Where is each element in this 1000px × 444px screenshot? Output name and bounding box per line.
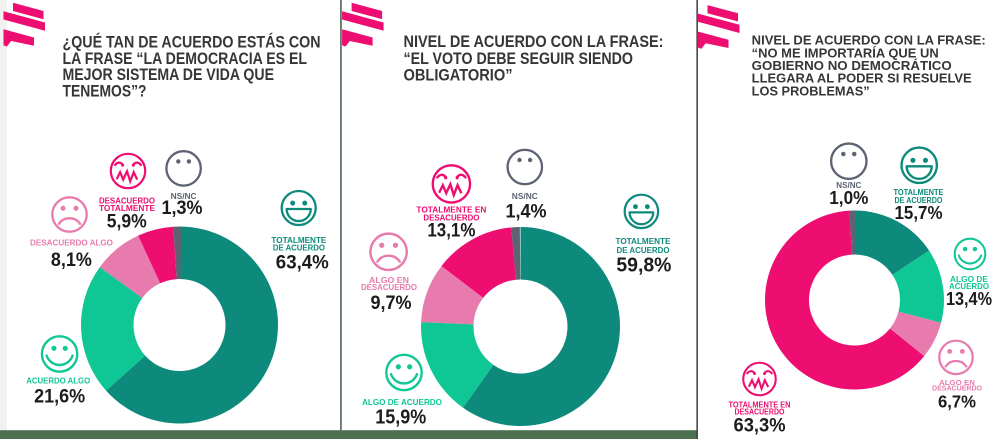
svg-text:ACUERDO: ACUERDO — [949, 282, 989, 291]
svg-text:ALGO EN: ALGO EN — [369, 275, 409, 285]
svg-text:1,3%: 1,3% — [162, 197, 203, 219]
svg-text:NIVEL DE ACUERDO CON LA FRASE:: NIVEL DE ACUERDO CON LA FRASE: — [752, 34, 986, 48]
svg-text:DESACUERDO: DESACUERDO — [932, 384, 982, 393]
svg-text:¿QUÉ TAN DE ACUERDO ESTÁS CON: ¿QUÉ TAN DE ACUERDO ESTÁS CON — [63, 33, 321, 52]
svg-text:13,1%: 13,1% — [427, 220, 475, 242]
svg-text:TENEMOS”?: TENEMOS”? — [63, 82, 147, 101]
svg-text:ALGO EN: ALGO EN — [939, 378, 975, 387]
svg-text:GOBIERNO NO DEMOCRÁTICO: GOBIERNO NO DEMOCRÁTICO — [752, 58, 952, 73]
svg-text:MEJOR SISTEMA DE VIDA QUE: MEJOR SISTEMA DE VIDA QUE — [63, 65, 275, 84]
svg-text:9,7%: 9,7% — [371, 292, 412, 314]
svg-text:NIVEL DE ACUERDO CON LA FRASE:: NIVEL DE ACUERDO CON LA FRASE: — [404, 32, 664, 51]
svg-text:NS/NC: NS/NC — [171, 192, 197, 201]
svg-text:63,4%: 63,4% — [276, 252, 329, 274]
svg-text:DE ACUERDO: DE ACUERDO — [895, 196, 943, 205]
svg-text:DESACUERDO: DESACUERDO — [361, 282, 418, 292]
svg-text:DE ACUERDO: DE ACUERDO — [617, 245, 670, 255]
svg-text:1,4%: 1,4% — [506, 201, 547, 223]
svg-text:TOTALMENTE EN: TOTALMENTE EN — [729, 400, 791, 409]
svg-text:DESACUERDO: DESACUERDO — [735, 407, 785, 416]
svg-text:DESACUERDO ALGO: DESACUERDO ALGO — [30, 238, 114, 248]
svg-text:“EL VOTO DEBE SEGUIR SIENDO: “EL VOTO DEBE SEGUIR SIENDO — [404, 49, 634, 68]
svg-text:15,7%: 15,7% — [895, 202, 943, 223]
svg-text:TOTALMENTE: TOTALMENTE — [271, 235, 326, 245]
svg-text:8,1%: 8,1% — [51, 249, 92, 271]
svg-text:NS/NC: NS/NC — [512, 192, 538, 201]
svg-text:“NO ME IMPORTARÍA QUE UN: “NO ME IMPORTARÍA QUE UN — [752, 45, 939, 60]
svg-text:15,9%: 15,9% — [375, 407, 426, 429]
svg-text:ACUERDO ALGO: ACUERDO ALGO — [26, 376, 91, 386]
svg-text:63,3%: 63,3% — [734, 416, 786, 437]
svg-text:TOTALMENTE: TOTALMENTE — [894, 188, 945, 197]
svg-text:ALGO DE: ALGO DE — [950, 275, 989, 284]
svg-text:OBLIGATORIO”: OBLIGATORIO” — [404, 66, 513, 85]
svg-text:1,0%: 1,0% — [829, 187, 868, 208]
svg-text:59,8%: 59,8% — [616, 254, 671, 276]
svg-text:ALGO DE ACUERDO: ALGO DE ACUERDO — [362, 397, 443, 407]
svg-text:TOTALMENTE EN: TOTALMENTE EN — [416, 205, 486, 215]
svg-text:6,7%: 6,7% — [938, 392, 976, 412]
svg-text:5,9%: 5,9% — [107, 211, 147, 233]
svg-text:NS/NC: NS/NC — [836, 181, 861, 190]
svg-text:DESACUERDO: DESACUERDO — [423, 212, 480, 222]
svg-text:TOTALMENTE: TOTALMENTE — [99, 203, 155, 213]
svg-text:TOTALMENTE: TOTALMENTE — [616, 236, 671, 246]
svg-text:DE ACUERDO: DE ACUERDO — [273, 243, 325, 253]
svg-text:LLEGARA AL PODER SI RESUELVE: LLEGARA AL PODER SI RESUELVE — [752, 72, 972, 86]
svg-text:21,6%: 21,6% — [34, 386, 85, 408]
svg-text:LA FRASE “LA DEMOCRACIA ES EL: LA FRASE “LA DEMOCRACIA ES EL — [63, 49, 308, 68]
svg-text:13,4%: 13,4% — [946, 289, 992, 309]
svg-text:LOS PROBLEMAS”: LOS PROBLEMAS” — [752, 84, 870, 98]
svg-text:DESACUERDO: DESACUERDO — [99, 195, 156, 205]
